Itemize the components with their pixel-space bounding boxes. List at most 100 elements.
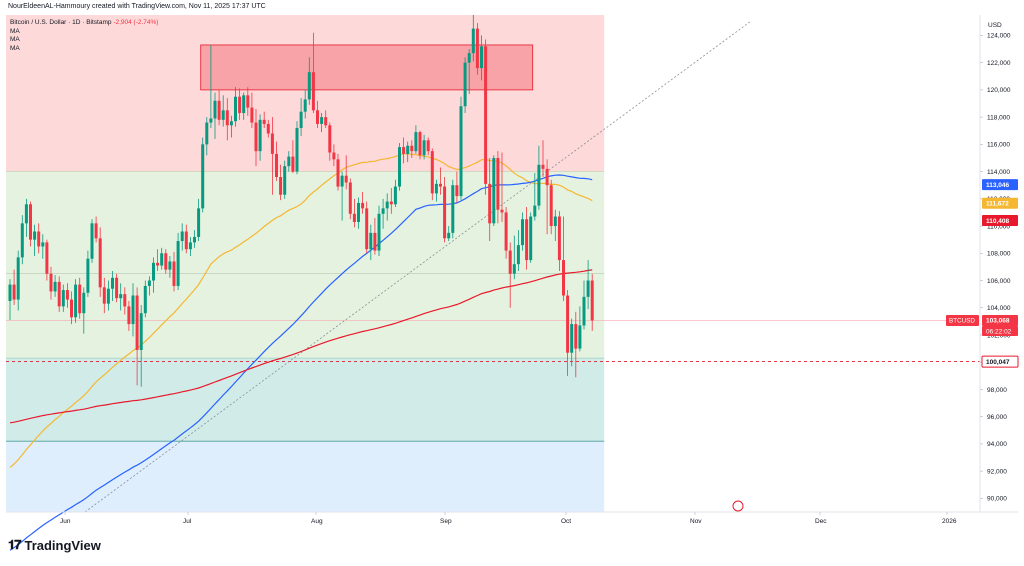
price-tick-label: 90,000 — [987, 496, 1007, 503]
price-tick-label: 98,000 — [987, 387, 1007, 394]
chart-credit: NourEldeenAL-Hammoury created with Tradi… — [8, 3, 266, 10]
candle-body — [340, 175, 344, 187]
candle-body — [332, 152, 336, 160]
candle-body — [398, 147, 401, 187]
candle-body — [385, 201, 389, 209]
candle-body — [369, 232, 373, 250]
chart-legend: Bitcoin / U.S. Dollar · 1D · Bitstamp -2… — [10, 19, 158, 53]
candle-body — [480, 46, 483, 69]
zone-teal — [6, 358, 605, 442]
ma-slow-line — [9, 269, 593, 424]
candle-body — [439, 183, 442, 187]
time-tick-label: 2026 — [942, 518, 957, 525]
tradingview-logo-icon: 𝟏𝟕 — [8, 537, 22, 552]
candle-body — [590, 280, 594, 321]
candle-body — [94, 223, 98, 239]
candle-body — [434, 183, 438, 194]
candle-body — [537, 164, 541, 206]
candle-body — [262, 119, 266, 124]
candle-body — [418, 132, 422, 156]
candle-body — [16, 257, 20, 300]
price-tick-label: 92,000 — [987, 468, 1007, 475]
candle-body — [299, 111, 303, 129]
indicator-ma-1[interactable]: MA — [10, 27, 20, 35]
candle-body — [238, 96, 242, 114]
indicator-ma-2[interactable]: MA — [10, 36, 20, 43]
symbol-tag-bg — [946, 314, 979, 326]
candle-body — [197, 208, 201, 237]
price-tick-label: 108,000 — [987, 251, 1011, 258]
candle-body — [320, 117, 324, 124]
candle-body — [176, 241, 180, 286]
candle-body — [463, 62, 467, 107]
candle-body — [545, 168, 549, 186]
candle-body — [188, 242, 192, 250]
dashed-level-badge: 100,047 — [986, 359, 1010, 366]
candle-body — [541, 164, 545, 169]
ma-red-badge: 110,408 — [986, 218, 1010, 225]
candle-body — [574, 324, 578, 349]
candle-body — [123, 294, 127, 307]
indicator-ma-3[interactable]: MA — [10, 44, 20, 52]
candle-body — [270, 133, 274, 154]
candle-body — [172, 261, 176, 286]
candle-body — [234, 96, 237, 122]
candle-body — [352, 213, 356, 222]
candle-body — [45, 242, 49, 274]
candle-body — [381, 208, 385, 214]
candle-body — [562, 260, 565, 296]
candle-body — [152, 262, 155, 281]
candle-body — [229, 121, 233, 126]
candle-body — [168, 261, 172, 270]
candle-body — [348, 182, 352, 214]
time-tick-label: Jun — [60, 518, 71, 525]
candle-body — [225, 110, 229, 126]
tradingview-logo[interactable]: 𝟏𝟕 TradingView — [8, 537, 101, 553]
candles-group — [8, 15, 594, 387]
candle-body — [553, 216, 557, 227]
candle-body — [127, 306, 131, 325]
price-tick-label: 122,000 — [987, 60, 1011, 67]
symbol-tag: BTCUSD — [949, 318, 975, 325]
candle-body — [86, 258, 90, 293]
price-tick-label: 114,000 — [987, 169, 1010, 176]
candle-body — [426, 140, 430, 152]
candle-body — [455, 185, 459, 197]
candle-body — [106, 288, 110, 304]
last-price-badge-bg — [982, 314, 1018, 326]
candle-body — [451, 185, 455, 233]
price-tick-label: 96,000 — [987, 414, 1007, 421]
candle-body — [582, 296, 586, 326]
candle-body — [459, 106, 463, 197]
candle-body — [357, 202, 360, 222]
candle-body — [49, 273, 53, 292]
candle-body — [303, 99, 307, 112]
candle-body — [586, 280, 590, 297]
candle-body — [205, 122, 209, 145]
ma-blue-badge: 113,046 — [986, 182, 1010, 189]
candle-body — [316, 110, 319, 124]
candle-body — [373, 232, 377, 251]
last-price-badge-sub: 06:22:02 — [986, 328, 1012, 335]
candle-body — [139, 313, 143, 350]
candle-body — [295, 128, 299, 172]
candle-body — [33, 231, 37, 240]
candle-body — [20, 223, 24, 258]
candle-body — [344, 175, 348, 183]
candle-body — [156, 262, 160, 266]
candle-body — [324, 117, 328, 126]
candle-body — [508, 250, 512, 274]
candle-body — [557, 216, 561, 261]
candle-body — [484, 46, 488, 184]
candle-body — [492, 157, 496, 224]
candle-body — [570, 324, 574, 353]
time-tick-label: Nov — [690, 518, 702, 525]
candle-body — [414, 132, 418, 152]
candle-body — [135, 295, 139, 350]
candle-body — [467, 53, 471, 63]
candle-body — [406, 145, 410, 154]
last-price-badge: 103,068 — [986, 318, 1010, 325]
candle-body — [279, 177, 283, 195]
